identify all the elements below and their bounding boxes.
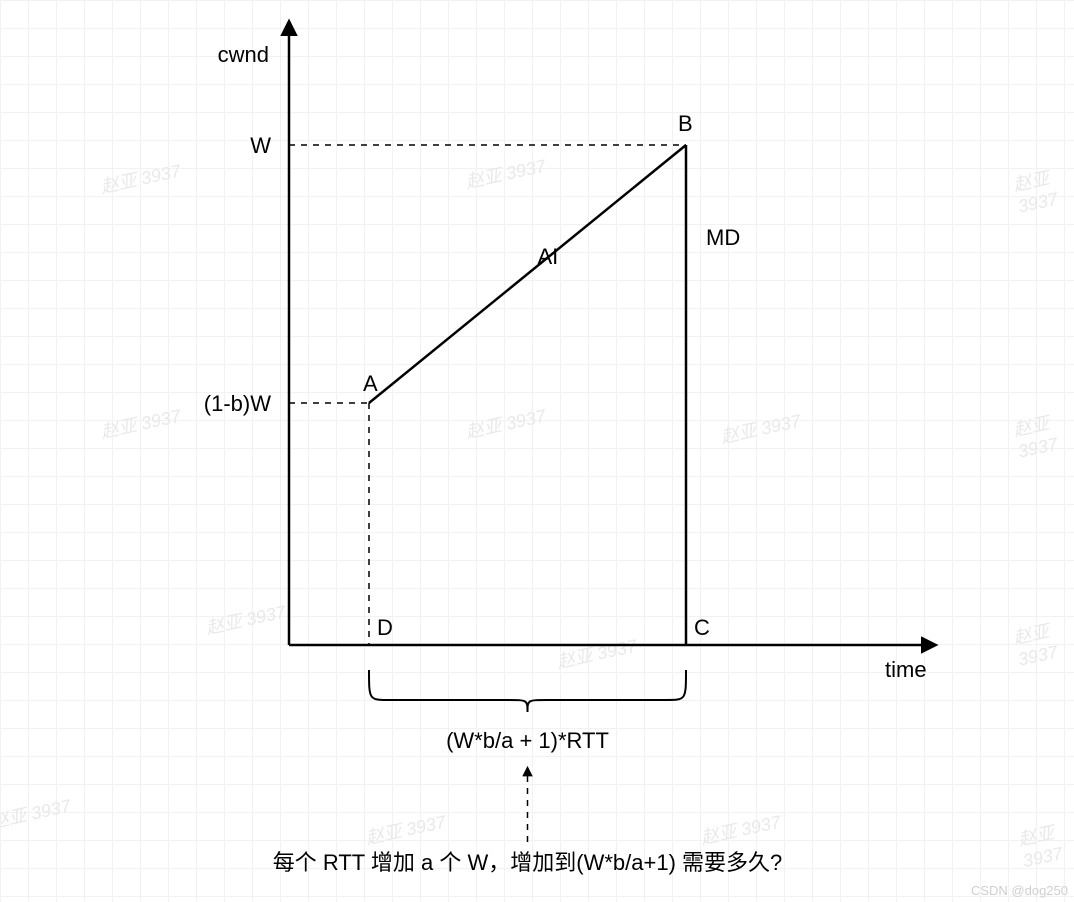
label-AI: AI bbox=[538, 244, 559, 269]
y-axis-label: cwnd bbox=[218, 42, 269, 67]
point-C-label: C bbox=[694, 615, 710, 640]
attribution-text: CSDN @dog250 bbox=[971, 883, 1068, 898]
point-D-label: D bbox=[377, 615, 393, 640]
x-axis-label: time bbox=[885, 657, 927, 682]
diagram-svg: cwnd time W (1-b)W A B C D AI MD (W*b/a … bbox=[0, 0, 1074, 902]
point-B-label: B bbox=[678, 111, 693, 136]
brace-bottom bbox=[369, 670, 686, 712]
point-A-label: A bbox=[363, 371, 378, 396]
line-AB-AI bbox=[369, 145, 686, 403]
label-W: W bbox=[250, 133, 271, 158]
caption-text: 每个 RTT 增加 a 个 W，增加到(W*b/a+1) 需要多久? bbox=[273, 850, 783, 875]
formula-label: (W*b/a + 1)*RTT bbox=[446, 728, 609, 753]
label-MD: MD bbox=[706, 225, 740, 250]
label-1bW: (1-b)W bbox=[204, 391, 271, 416]
